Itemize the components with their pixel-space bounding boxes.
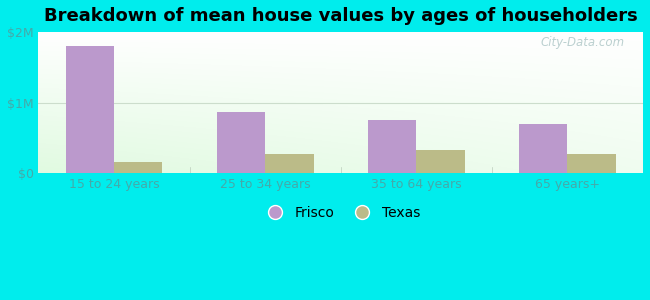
Bar bbox=[567, 154, 616, 173]
Bar bbox=[114, 162, 162, 173]
Bar bbox=[66, 46, 114, 173]
Bar bbox=[265, 154, 313, 173]
Title: Breakdown of mean house values by ages of householders: Breakdown of mean house values by ages o… bbox=[44, 7, 638, 25]
Bar bbox=[217, 112, 265, 173]
Bar bbox=[519, 124, 567, 173]
Bar bbox=[368, 120, 416, 173]
Legend: Frisco, Texas: Frisco, Texas bbox=[256, 200, 426, 225]
Bar bbox=[416, 150, 465, 173]
Text: City-Data.com: City-Data.com bbox=[541, 36, 625, 49]
